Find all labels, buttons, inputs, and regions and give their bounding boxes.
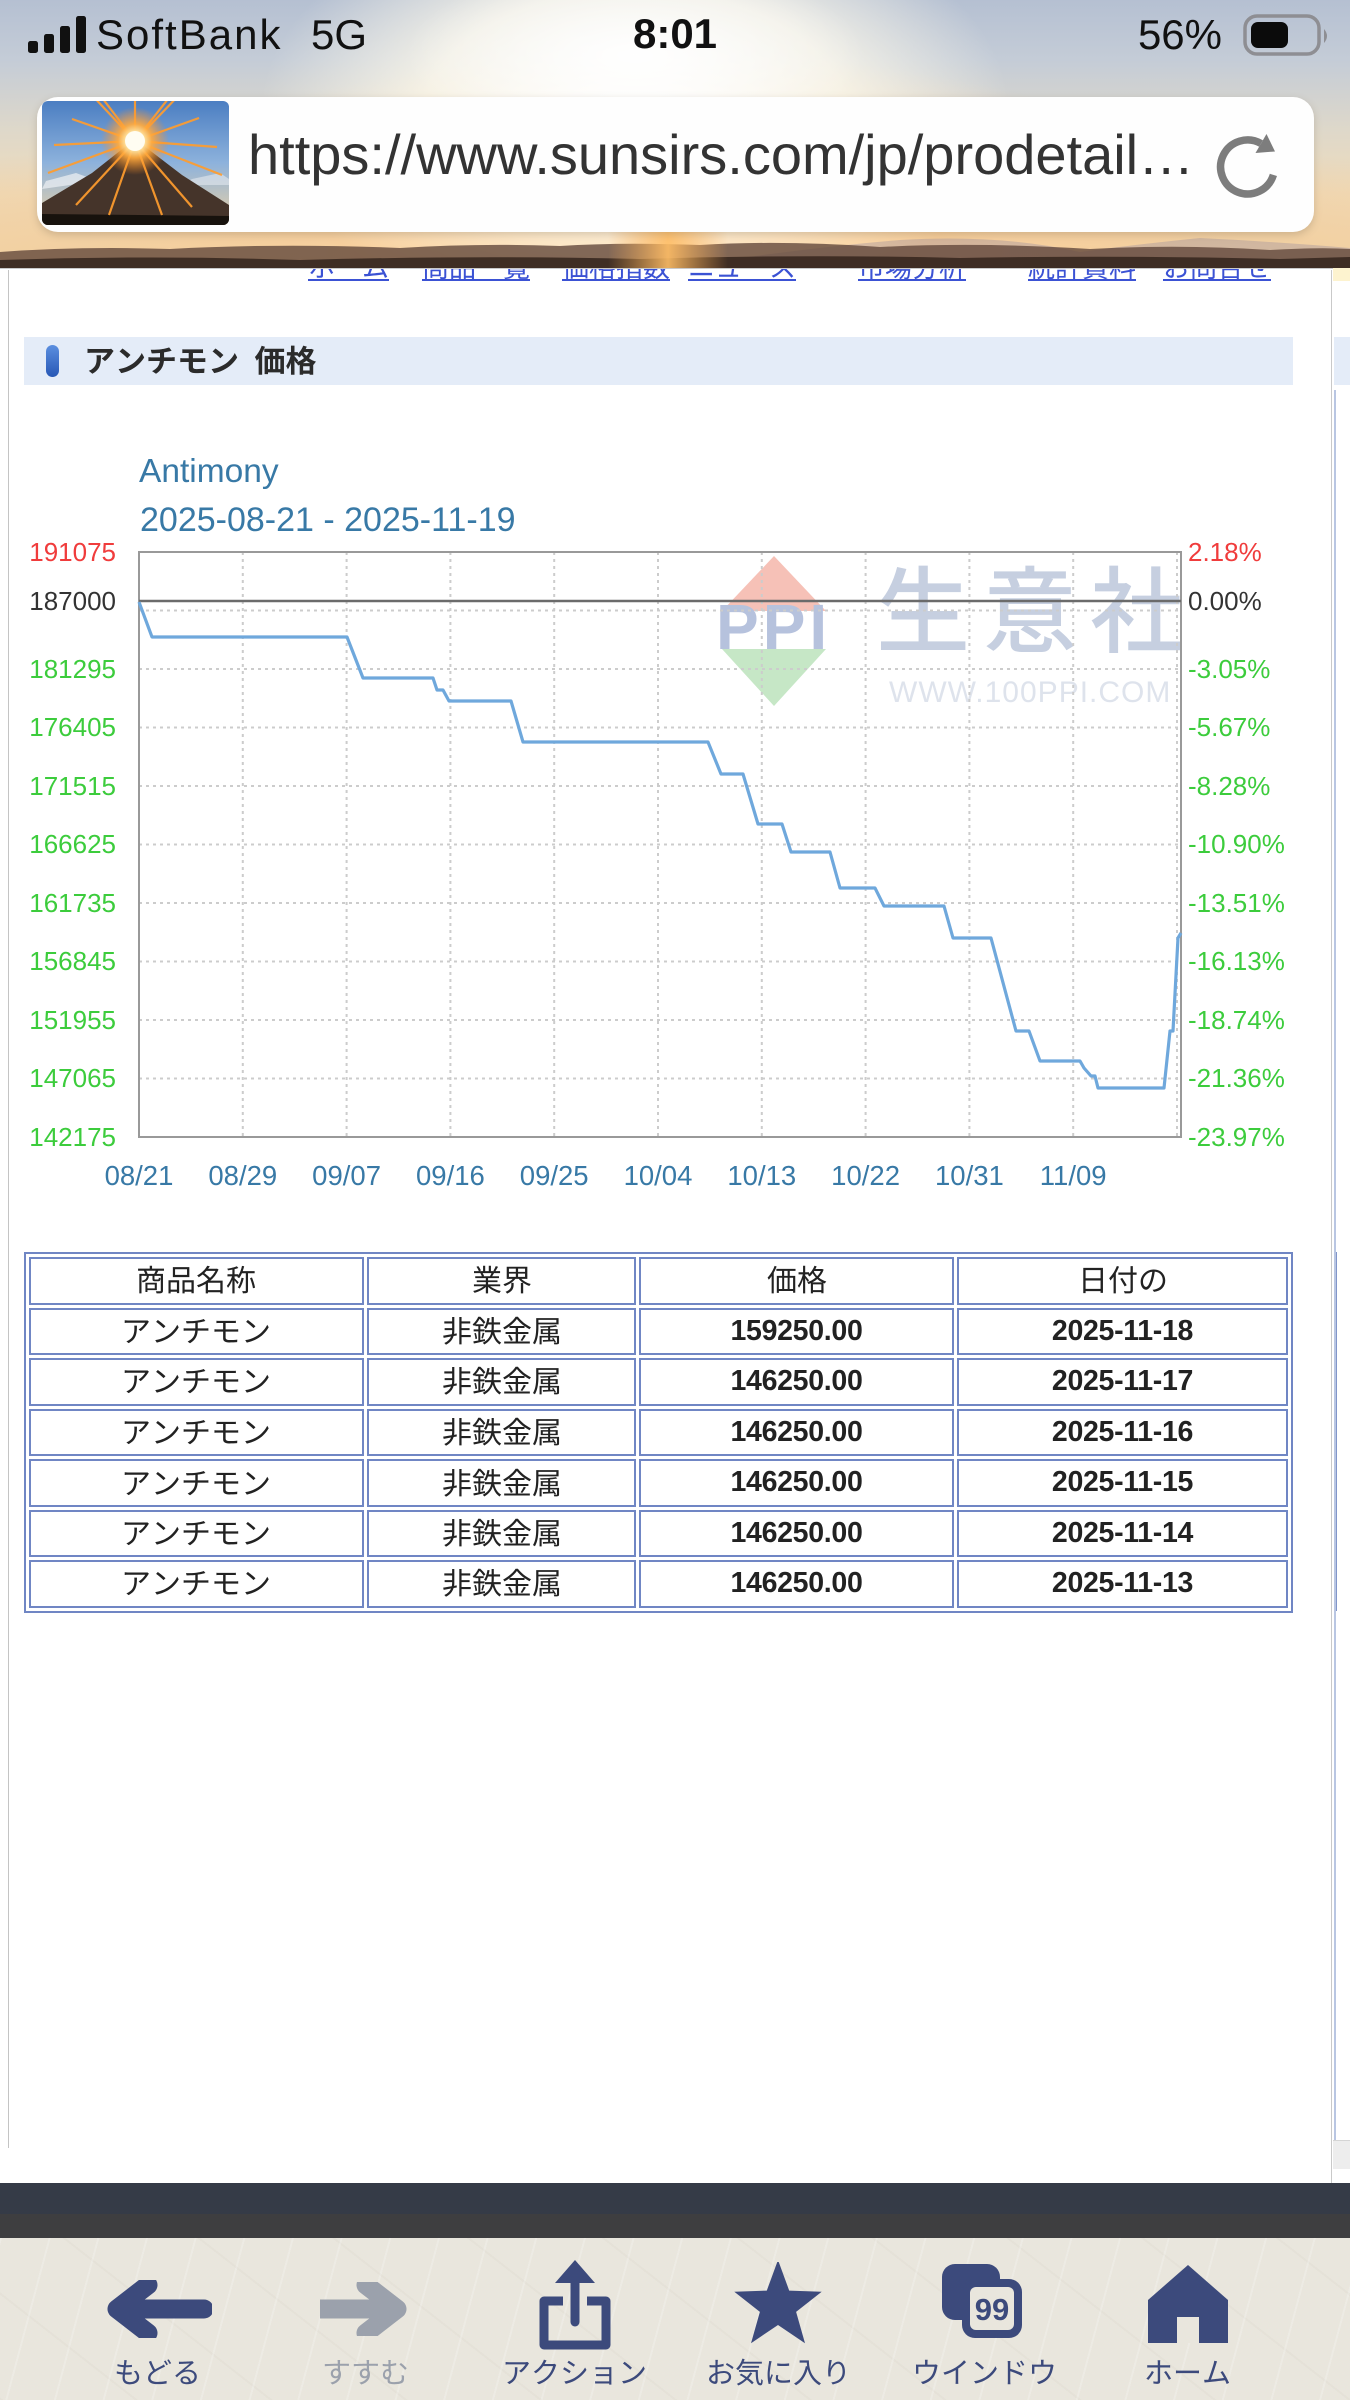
svg-text:0.00%: 0.00% [1188, 586, 1262, 616]
svg-text:08/29: 08/29 [208, 1160, 277, 1191]
svg-text:09/07: 09/07 [312, 1160, 381, 1191]
svg-text:-3.05%: -3.05% [1188, 654, 1270, 684]
svg-text:151955: 151955 [29, 1005, 116, 1035]
svg-text:2.18%: 2.18% [1188, 537, 1262, 567]
svg-text:Antimony: Antimony [139, 453, 279, 490]
svg-text:WWW.100PPI.COM: WWW.100PPI.COM [889, 676, 1171, 709]
svg-text:181295: 181295 [29, 654, 116, 684]
svg-text:161735: 161735 [29, 888, 116, 918]
svg-text:99: 99 [975, 2292, 1009, 2327]
svg-text:187000: 187000 [29, 586, 116, 616]
svg-text:-10.90%: -10.90% [1188, 829, 1285, 859]
svg-text:142175: 142175 [29, 1122, 116, 1152]
svg-text:2025-08-21 - 2025-11-19: 2025-08-21 - 2025-11-19 [140, 501, 516, 539]
svg-text:10/13: 10/13 [727, 1160, 796, 1191]
svg-text:-5.67%: -5.67% [1188, 712, 1270, 742]
svg-text:176405: 176405 [29, 712, 116, 742]
svg-text:171515: 171515 [29, 771, 116, 801]
svg-text:09/16: 09/16 [416, 1160, 485, 1191]
svg-text:10/22: 10/22 [831, 1160, 900, 1191]
svg-text:09/25: 09/25 [520, 1160, 589, 1191]
svg-text:-13.51%: -13.51% [1188, 888, 1285, 918]
svg-text:-8.28%: -8.28% [1188, 771, 1270, 801]
svg-text:-23.97%: -23.97% [1188, 1122, 1285, 1152]
svg-text:-18.74%: -18.74% [1188, 1005, 1285, 1035]
svg-text:08/21: 08/21 [105, 1160, 174, 1191]
svg-text:-21.36%: -21.36% [1188, 1063, 1285, 1093]
svg-text:PPI: PPI [716, 591, 831, 663]
svg-text:10/04: 10/04 [624, 1160, 693, 1191]
svg-text:147065: 147065 [29, 1063, 116, 1093]
svg-text:191075: 191075 [29, 537, 116, 567]
svg-text:166625: 166625 [29, 829, 116, 859]
svg-text:10/31: 10/31 [935, 1160, 1004, 1191]
svg-text:11/09: 11/09 [1040, 1160, 1107, 1191]
svg-text:156845: 156845 [29, 946, 116, 976]
svg-text:-16.13%: -16.13% [1188, 946, 1285, 976]
